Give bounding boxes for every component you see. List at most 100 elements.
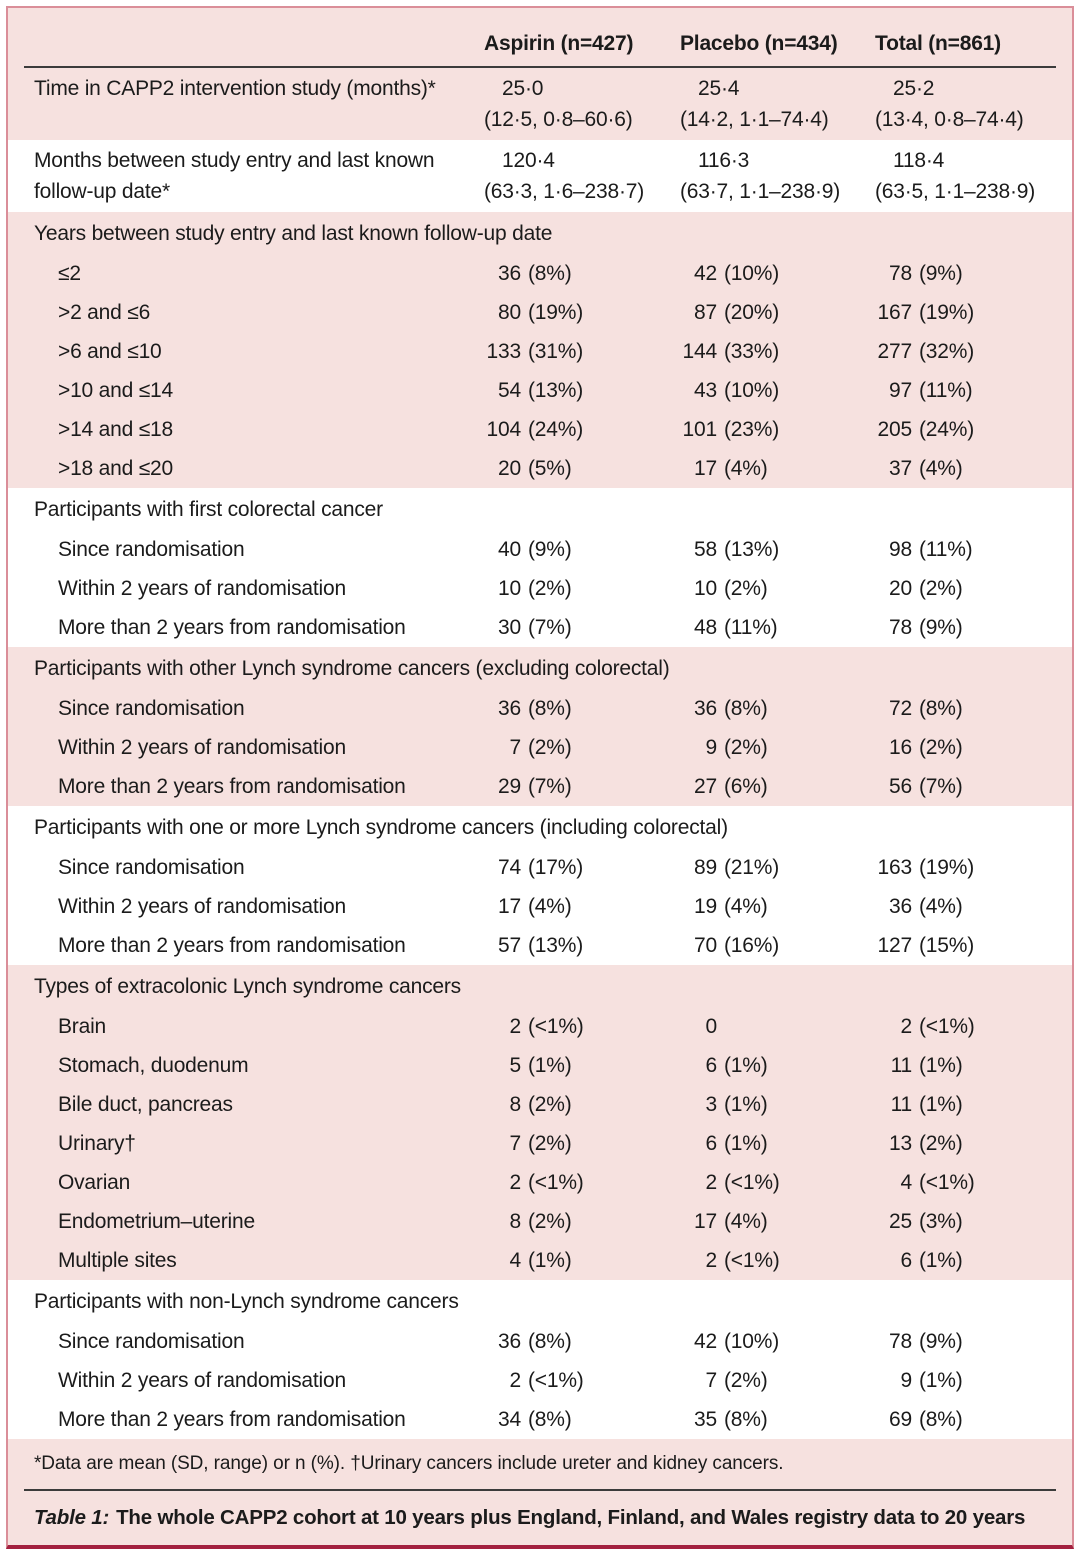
value-percent: (1%) bbox=[724, 1093, 768, 1116]
value-percent: (13%) bbox=[528, 379, 584, 402]
value-count: 7 bbox=[509, 1132, 522, 1155]
value-count: 58 bbox=[694, 538, 717, 561]
value-count: 127 bbox=[877, 934, 913, 957]
value-cell: 43 (10%) bbox=[680, 371, 875, 410]
column-header-total: Total (n=861) bbox=[875, 32, 1001, 55]
value-percent: (8%) bbox=[528, 1408, 572, 1431]
table-row: >14 and ≤18 104 (24%) 101 (23%) 205 (24%) bbox=[8, 410, 1072, 449]
value-count: 19 bbox=[694, 895, 717, 918]
value-cell: 58 (13%) bbox=[680, 530, 875, 569]
value-percent: (1%) bbox=[528, 1054, 572, 1077]
value-percent: (33%) bbox=[724, 340, 780, 363]
value-count: 36 bbox=[498, 1330, 521, 1353]
value-cell: 37 (4%) bbox=[875, 449, 1042, 488]
value-count: 101 bbox=[682, 418, 718, 441]
value-count: 36 bbox=[694, 697, 717, 720]
value-count: 2 bbox=[705, 1171, 718, 1194]
value-percent: (2%) bbox=[528, 736, 572, 759]
value-cell: 101 (23%) bbox=[680, 410, 875, 449]
value-cell: 7 (2%) bbox=[484, 1124, 680, 1163]
value-count: 144 bbox=[682, 340, 718, 363]
value-count: 74 bbox=[498, 856, 521, 879]
value-percent: (8%) bbox=[528, 262, 572, 285]
value-percent: (7%) bbox=[528, 775, 572, 798]
value-percent: (10%) bbox=[724, 262, 780, 285]
row-label: Endometrium–uterine bbox=[58, 1210, 255, 1233]
value-percent: (2%) bbox=[528, 1093, 572, 1116]
value-percent: (4%) bbox=[919, 895, 963, 918]
value-cell: 80 (19%) bbox=[484, 293, 680, 332]
value-percent: (15%) bbox=[919, 934, 975, 957]
table-row: Since randomisation 40 (9%) 58 (13%) 98 (11%) bbox=[8, 530, 1072, 569]
value-count: 29 bbox=[498, 775, 521, 798]
table-row: Bile duct, pancreas 8 (2%) 3 (1%) 11 (1%) bbox=[8, 1085, 1072, 1124]
value-cell: 13 (2%) bbox=[875, 1124, 1042, 1163]
value-cell: 54 (13%) bbox=[484, 371, 680, 410]
row-label: More than 2 years from randomisation bbox=[58, 616, 406, 639]
value-count: 0 bbox=[705, 1015, 718, 1038]
value-cell: 163 (19%) bbox=[875, 848, 1042, 887]
section-header-row: Participants with non-Lynch syndrome can… bbox=[8, 1280, 1072, 1322]
value-range: (63·3, 1·6–238·7) bbox=[484, 180, 645, 203]
row-label: Within 2 years of randomisation bbox=[58, 1369, 346, 1392]
table-body: Time in CAPP2 intervention study (months… bbox=[8, 68, 1072, 1439]
table-row: Time in CAPP2 intervention study (months… bbox=[8, 68, 1072, 140]
header-rule bbox=[24, 66, 1056, 68]
value-cell: 36 (8%) bbox=[484, 689, 680, 728]
value-percent: (4%) bbox=[528, 895, 572, 918]
value-percent: (24%) bbox=[919, 418, 975, 441]
table-row: More than 2 years from randomisation 30 (7… bbox=[8, 608, 1072, 647]
value-mean: 118·4 bbox=[893, 149, 945, 172]
value-cell: 104 (24%) bbox=[484, 410, 680, 449]
table-row: Since randomisation 36 (8%) 36 (8%) 72 (8%) bbox=[8, 689, 1072, 728]
row-label: Multiple sites bbox=[58, 1249, 177, 1272]
value-cell: 40 (9%) bbox=[484, 530, 680, 569]
value-percent: (1%) bbox=[724, 1054, 768, 1077]
value-cell: 74 (17%) bbox=[484, 848, 680, 887]
value-cell: 34 (8%) bbox=[484, 1400, 680, 1439]
row-label: Since randomisation bbox=[58, 538, 245, 561]
table-row: More than 2 years from randomisation 34 (8… bbox=[8, 1400, 1072, 1439]
value-cell: 9 (1%) bbox=[875, 1361, 1042, 1400]
value-percent: (9%) bbox=[919, 262, 963, 285]
value-range: (63·7, 1·1–238·9) bbox=[680, 180, 841, 203]
value-percent: (2%) bbox=[724, 736, 768, 759]
value-cell: 6 (1%) bbox=[875, 1241, 1042, 1280]
table-row: Within 2 years of randomisation 7 (2%) 9 (2%… bbox=[8, 728, 1072, 767]
value-count: 277 bbox=[877, 340, 913, 363]
value-percent: (2%) bbox=[528, 577, 572, 600]
value-percent: (2%) bbox=[919, 577, 963, 600]
value-count: 78 bbox=[889, 616, 912, 639]
value-cell: 205 (24%) bbox=[875, 410, 1042, 449]
value-percent: (2%) bbox=[724, 1369, 768, 1392]
section-header-row: Participants with first colorectal cance… bbox=[8, 488, 1072, 530]
row-label: Since randomisation bbox=[58, 1330, 245, 1353]
value-count: 42 bbox=[694, 1330, 717, 1353]
value-cell: 25 (3%) bbox=[875, 1202, 1042, 1241]
value-cell: 2 (<1%) bbox=[484, 1163, 680, 1202]
value-cell: 2 (<1%) bbox=[484, 1361, 680, 1400]
value-cell: 4 (1%) bbox=[484, 1241, 680, 1280]
value-count: 6 bbox=[705, 1132, 718, 1155]
value-count: 16 bbox=[889, 736, 912, 759]
value-cell: 116·3 (63·7, 1·1–238·9) bbox=[680, 140, 875, 212]
value-percent: (9%) bbox=[919, 1330, 963, 1353]
value-cell: 25·2 (13·4, 0·8–74·4) bbox=[875, 68, 1042, 140]
value-count: 17 bbox=[498, 895, 521, 918]
value-percent: (24%) bbox=[528, 418, 584, 441]
value-count: 4 bbox=[900, 1171, 913, 1194]
value-cell: 2 (<1%) bbox=[680, 1241, 875, 1280]
value-percent: (23%) bbox=[724, 418, 780, 441]
value-percent: (1%) bbox=[919, 1369, 963, 1392]
value-percent: (6%) bbox=[724, 775, 768, 798]
value-cell: 25·4 (14·2, 1·1–74·4) bbox=[680, 68, 875, 140]
caption-label: Table 1: bbox=[34, 1506, 110, 1529]
value-cell: 17 (4%) bbox=[484, 887, 680, 926]
value-cell: 167 (19%) bbox=[875, 293, 1042, 332]
table-row: Within 2 years of randomisation 2 (<1%) 7 (2… bbox=[8, 1361, 1072, 1400]
value-cell: 36 (4%) bbox=[875, 887, 1042, 926]
value-cell: 120·4 (63·3, 1·6–238·7) bbox=[484, 140, 680, 212]
value-cell: 17 (4%) bbox=[680, 449, 875, 488]
value-count: 48 bbox=[694, 616, 717, 639]
table-row: >10 and ≤14 54 (13%) 43 (10%) 97 (11%) bbox=[8, 371, 1072, 410]
